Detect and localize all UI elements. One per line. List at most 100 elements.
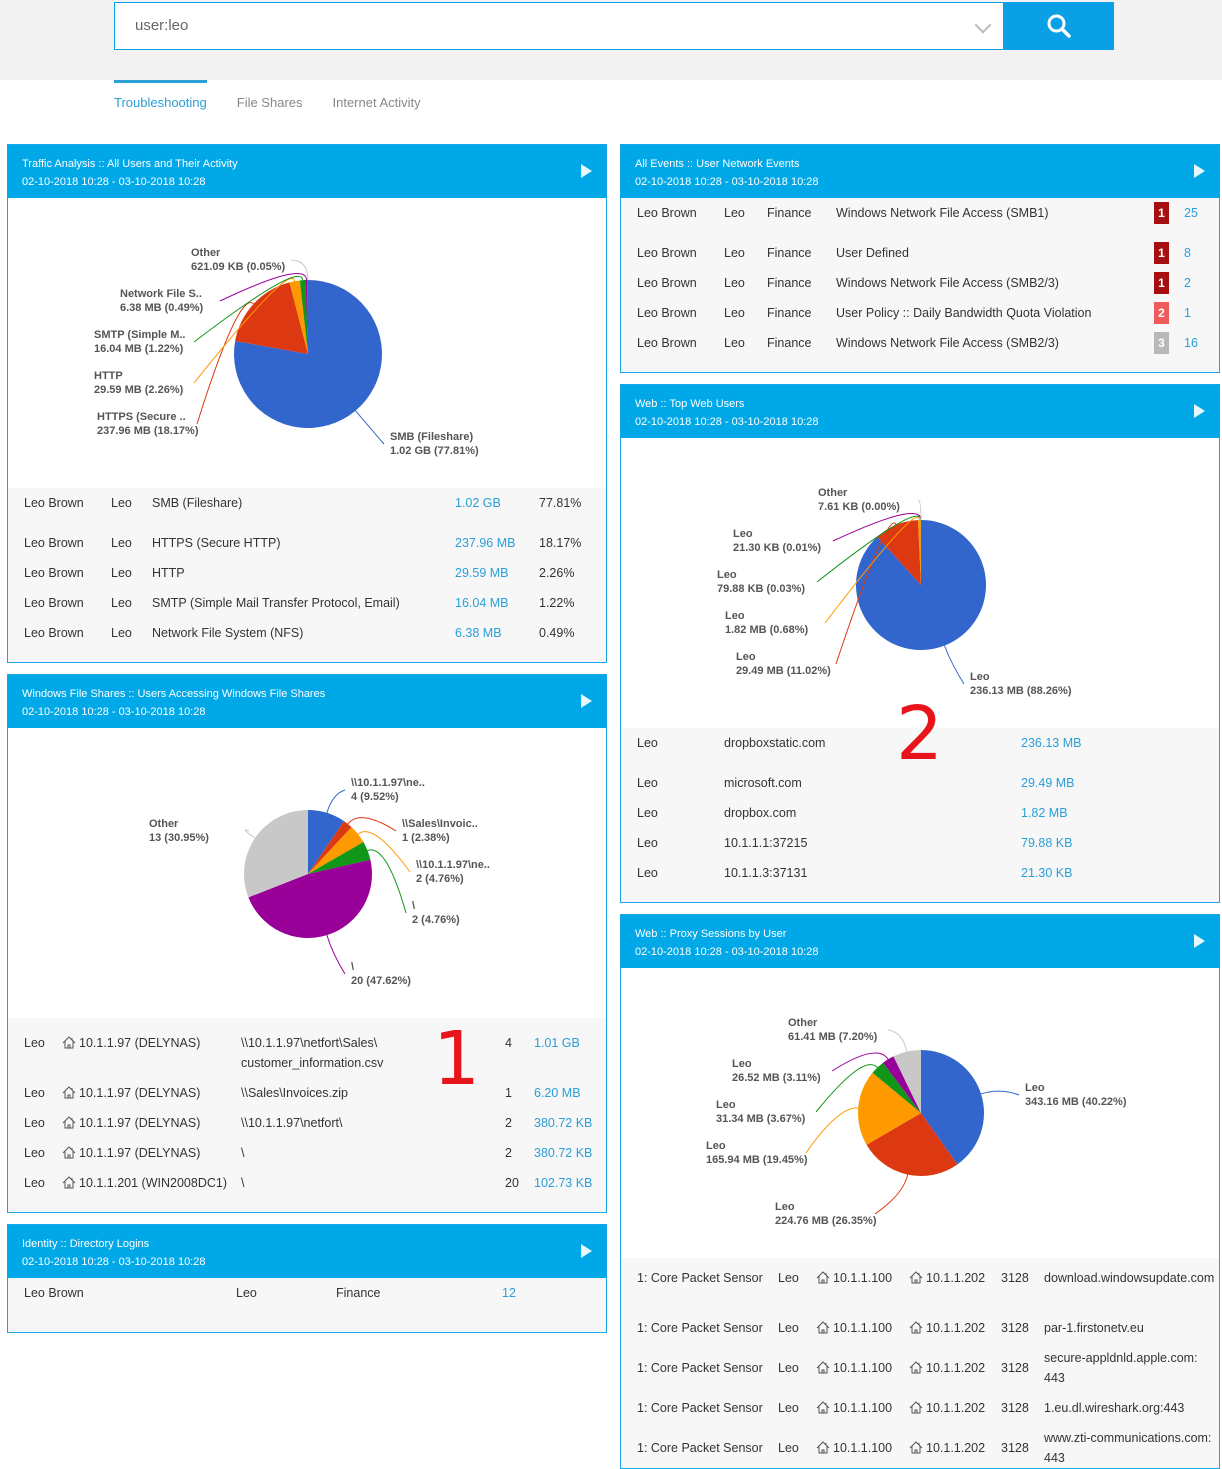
value-link[interactable]: 16.04 MB — [455, 588, 509, 618]
value-link[interactable]: 2 — [1184, 268, 1191, 298]
value-link[interactable]: 79.88 KB — [1021, 828, 1072, 858]
value-link[interactable]: 21.30 KB — [1021, 858, 1072, 888]
cell-text: 77.81% — [539, 496, 581, 510]
play-icon[interactable] — [581, 164, 592, 178]
cell-text: 10.1.1.100 — [833, 1321, 892, 1335]
house-icon — [909, 1321, 923, 1334]
slice-label-value: 7.61 KB (0.00%) — [818, 500, 900, 514]
value-link[interactable]: 1 — [1184, 298, 1191, 328]
cell-text: 10.1.1.100 — [833, 1271, 892, 1285]
cell-text: Leo — [111, 626, 132, 640]
table-cell: 10.1.1.100 — [816, 1428, 892, 1468]
cell-text: Windows Network File Access (SMB2/3) — [836, 336, 1059, 350]
play-icon[interactable] — [581, 694, 592, 708]
value-link[interactable]: 102.73 KB — [534, 1168, 592, 1198]
cell-text: Leo — [778, 1321, 799, 1335]
tab-troubleshooting[interactable]: Troubleshooting — [114, 80, 207, 114]
chevron-down-icon[interactable] — [975, 17, 992, 34]
table-cell: Finance — [767, 238, 811, 268]
cell-text: Leo — [637, 806, 658, 820]
table-cell: 1.22% — [539, 588, 574, 618]
slice-label-value: 13 (30.95%) — [149, 831, 209, 845]
value-link[interactable]: 236.13 MB — [1021, 728, 1081, 758]
table-cell: microsoft.com — [724, 768, 802, 798]
cell-text: 10.1.1.97 (DELYNAS) — [79, 1116, 200, 1130]
value-link[interactable]: 16 — [1184, 328, 1198, 358]
play-icon[interactable] — [1194, 404, 1205, 418]
slice-label: HTTPS (Secure ..237.96 MB (18.17%) — [97, 410, 199, 438]
value-link[interactable]: 380.72 KB — [534, 1138, 592, 1168]
play-icon[interactable] — [581, 1244, 592, 1258]
cell-text: Leo Brown — [24, 496, 84, 510]
value-link[interactable]: 25 — [1184, 198, 1198, 228]
search-button[interactable] — [1004, 2, 1114, 50]
play-icon[interactable] — [1194, 164, 1205, 178]
value-link[interactable]: 1.01 GB — [534, 1018, 580, 1068]
value-link[interactable]: 6.38 MB — [455, 618, 502, 648]
value-link[interactable]: 1.02 GB — [455, 488, 501, 518]
cell-text: Finance — [767, 206, 811, 220]
table-cell: Leo — [724, 198, 745, 228]
house-icon — [62, 1086, 76, 1099]
value-link[interactable]: 6.20 MB — [534, 1078, 581, 1108]
slice-label: Network File S..6.38 MB (0.49%) — [120, 287, 203, 315]
panel-title: Identity :: Directory Logins — [22, 1235, 592, 1253]
slice-label-name: HTTPS (Secure .. — [97, 410, 199, 424]
cell-text: 1: Core Packet Sensor — [637, 1441, 763, 1455]
search-input[interactable]: user:leo — [114, 2, 1004, 50]
table-cell: 2 — [505, 1138, 512, 1168]
cell-text: User Defined — [836, 246, 909, 260]
slice-label-name: Leo — [717, 568, 805, 582]
value-link[interactable]: 29.59 MB — [455, 558, 509, 588]
value-link[interactable]: 8 — [1184, 238, 1191, 268]
value-link[interactable]: 380.72 KB — [534, 1108, 592, 1138]
play-icon[interactable] — [1194, 934, 1205, 948]
value-link[interactable]: 29.49 MB — [1021, 768, 1075, 798]
cell-text: 1.02 GB — [455, 496, 501, 510]
panel-header: Windows File Shares :: Users Accessing W… — [8, 675, 606, 728]
value-link[interactable]: 237.96 MB — [455, 528, 515, 558]
tab-file-shares[interactable]: File Shares — [237, 80, 303, 114]
tab-internet-activity[interactable]: Internet Activity — [333, 80, 421, 114]
table-cell: 10.1.1.97 (DELYNAS) — [62, 1018, 200, 1068]
table-cell: 4 — [505, 1018, 512, 1068]
table-cell: 10.1.1.202 — [909, 1308, 985, 1348]
value-link[interactable]: 1.82 MB — [1021, 798, 1068, 828]
slice-label-value: 621.09 KB (0.05%) — [191, 260, 285, 274]
cell-text: 1.82 MB — [1021, 806, 1068, 820]
cell-text: Leo Brown — [24, 1286, 84, 1300]
value-link[interactable]: 12 — [502, 1278, 516, 1308]
table-cell: 10.1.1.3:37131 — [724, 858, 807, 888]
table-cell: Leo Brown — [24, 1278, 84, 1308]
